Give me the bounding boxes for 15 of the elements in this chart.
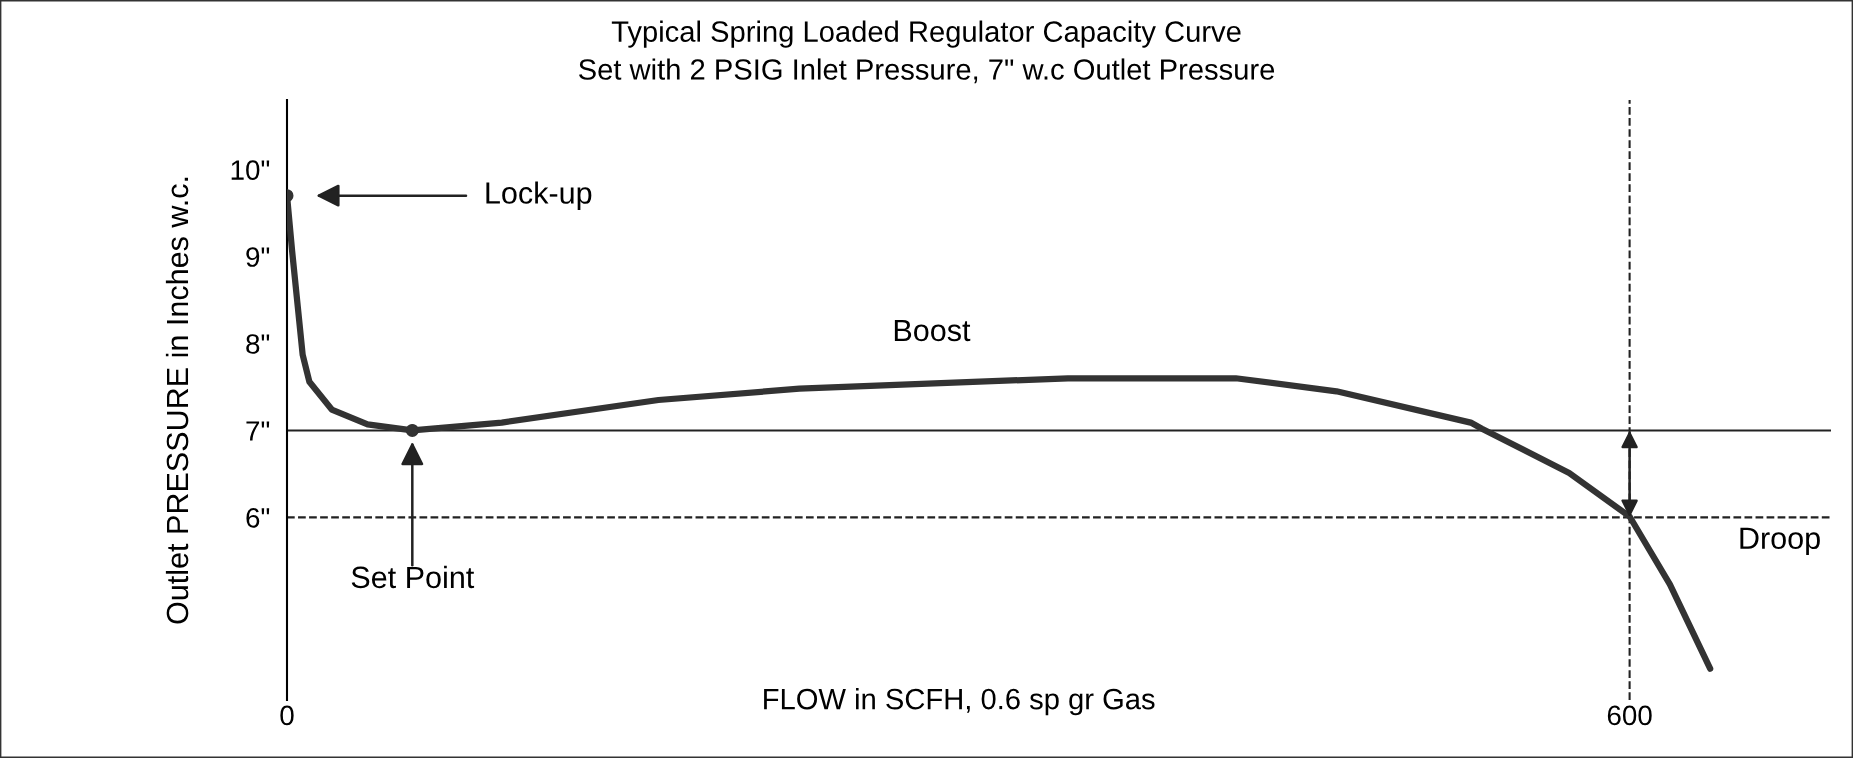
y-tick-label: 6"	[246, 508, 270, 528]
y-tick-label: 9"	[246, 247, 270, 267]
y-tick-label: 10"	[231, 160, 270, 180]
x-tick-label: 0	[280, 705, 294, 726]
y-axis-title: Outlet PRESSURE in Inches w.c.	[165, 177, 189, 624]
x-tick-label: 600	[1607, 705, 1652, 726]
chart-title: Typical Spring Loaded Regulator Capacity Curve	[611, 20, 1241, 48]
chart-subtitle: Set with 2 PSIG Inlet Pressure, 7" w.c Outlet Pressure	[579, 58, 1275, 84]
annotation: Set Point	[351, 565, 475, 589]
annotation: Droop	[1740, 527, 1820, 556]
x-axis-title: FLOW in SCFH, 0.6 sp gr Gas	[764, 688, 1155, 716]
y-tick-label: 7"	[246, 421, 270, 441]
annotation: Boost	[894, 319, 971, 342]
annotation: Lock-up	[486, 181, 592, 210]
y-tick-label: 8"	[246, 334, 270, 354]
